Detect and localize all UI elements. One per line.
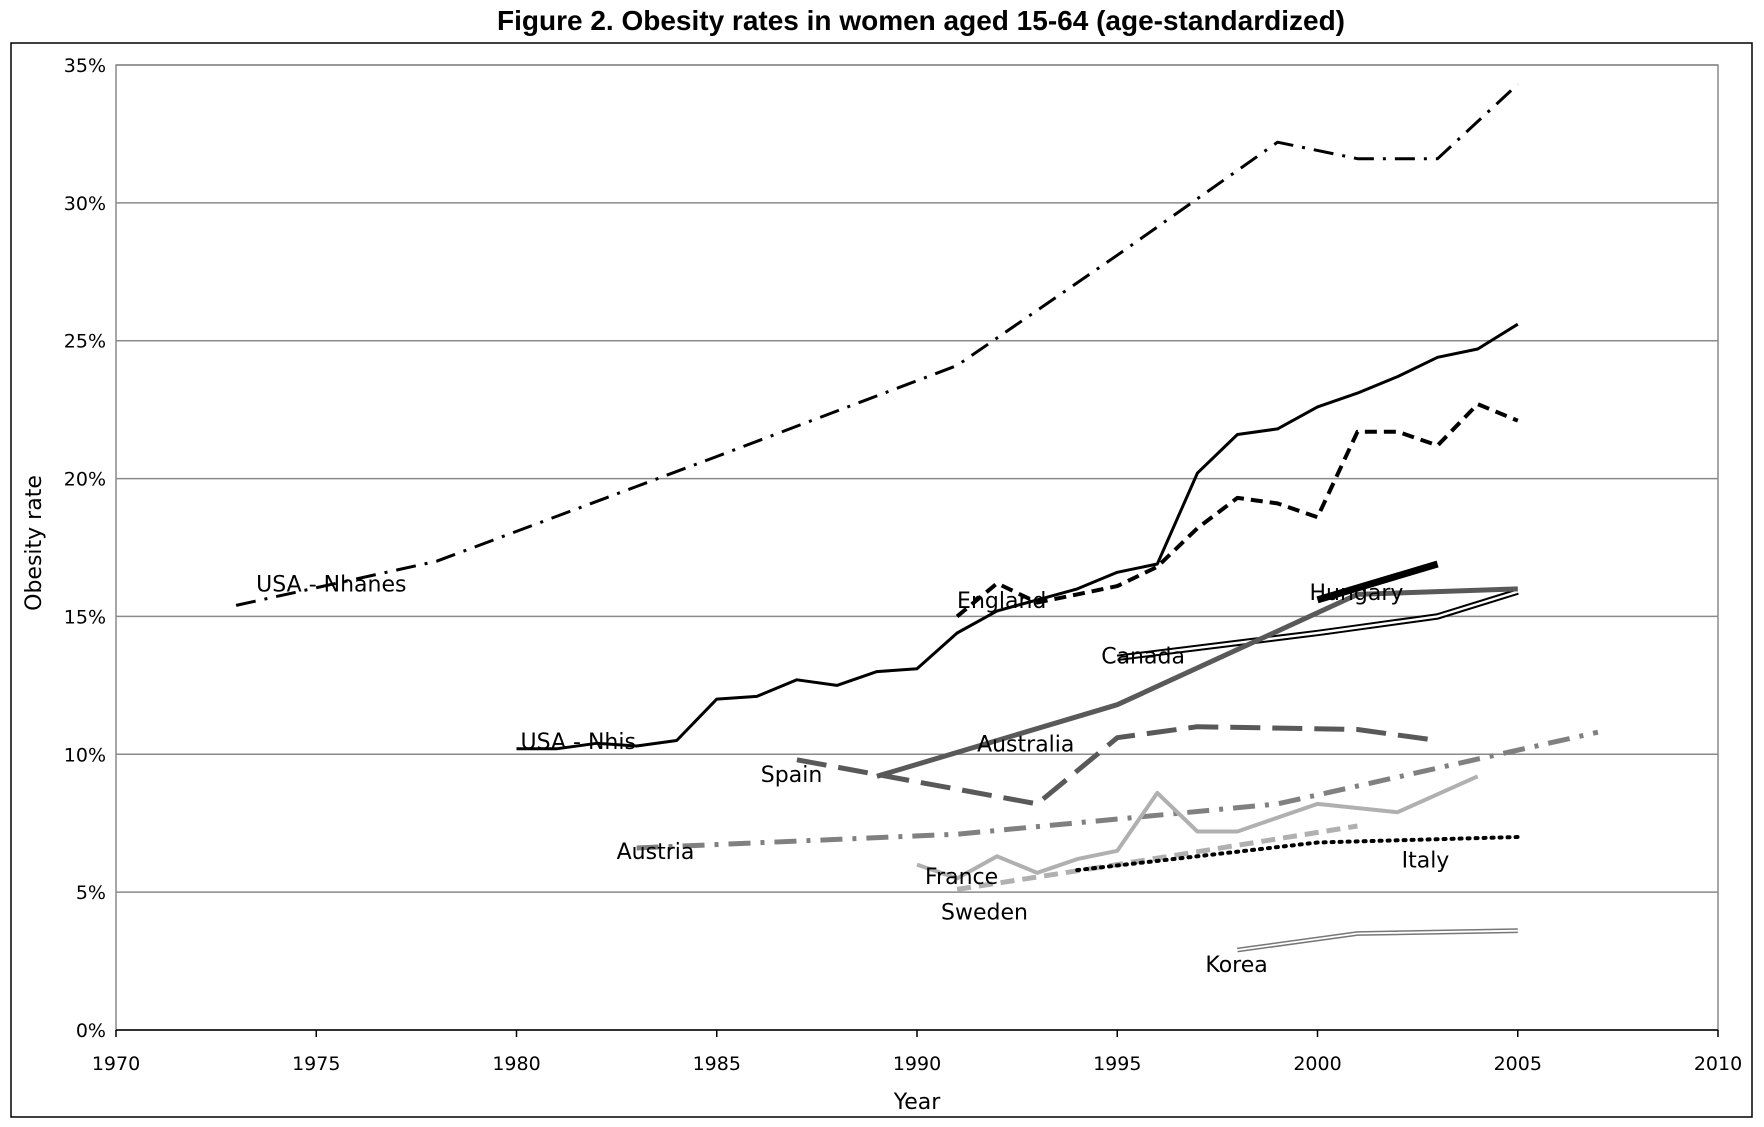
tick-labels: 0% 5% 10% 15% 20% 25% 30% 35% 1970 1975 1980 1985 19… [64,55,1742,1075]
series-label-korea: Korea [1205,953,1267,978]
series-label-spain: Spain [761,763,822,788]
x-tick-label: 1980 [492,1053,540,1075]
x-tick-label: 1990 [893,1053,941,1075]
y-tick-label: 30% [64,193,106,215]
series-label-france: France [925,865,998,890]
series-line-austria [636,729,1599,851]
axes [115,64,1719,1037]
series-label-england: England [957,589,1046,614]
series-line-usa-nhanes [235,83,1519,607]
y-tick-label: 0% [76,1020,106,1042]
series-line-spain [796,724,1438,807]
series-line-france [916,774,1479,881]
x-tick-label: 1975 [292,1053,340,1075]
series-line-italy [1075,835,1520,873]
x-tick-label: 1995 [1093,1053,1141,1075]
x-axis-label: Year [893,1090,942,1115]
series-label-austria: Austria [617,840,695,865]
series-lines [235,83,1599,953]
y-tick-label: 10% [64,744,106,766]
x-tick-label: 1985 [693,1053,741,1075]
series-line-usa-nhis [516,322,1519,751]
series-label-usa-nhanes: USA - Nhanes [256,573,406,598]
y-tick-label: 35% [64,55,106,77]
y-tick-label: 15% [64,606,106,628]
series-line-australia [876,586,1518,779]
chart-title: Figure 2. Obesity rates in women aged 15… [497,5,1345,36]
series-label-italy: Italy [1402,848,1450,873]
x-tick-label: 2000 [1293,1053,1341,1075]
series-label-canada: Canada [1101,644,1185,669]
y-axis-label: Obesity rate [22,475,47,611]
series-label-sweden: Sweden [941,901,1028,926]
y-tick-label: 5% [76,882,106,904]
series-label-australia: Australia [977,733,1074,758]
series-line-hungary [1316,560,1439,604]
series-label-hungary: Hungary [1309,581,1403,606]
series-line-korea-inner [1237,929,1518,951]
x-tick-label: 2010 [1694,1053,1742,1075]
x-tick-label: 1970 [92,1053,140,1075]
series-label-usa-nhis: USA - Nhis [521,730,636,755]
series-labels: USA - Nhanes USA - Nhis England Hungary Cana… [256,573,1449,978]
y-tick-label: 25% [64,331,106,353]
y-tick-label: 20% [64,469,106,491]
series-line-england [955,402,1519,618]
x-tick-label: 2005 [1494,1053,1542,1075]
figure-frame [10,42,1753,1118]
